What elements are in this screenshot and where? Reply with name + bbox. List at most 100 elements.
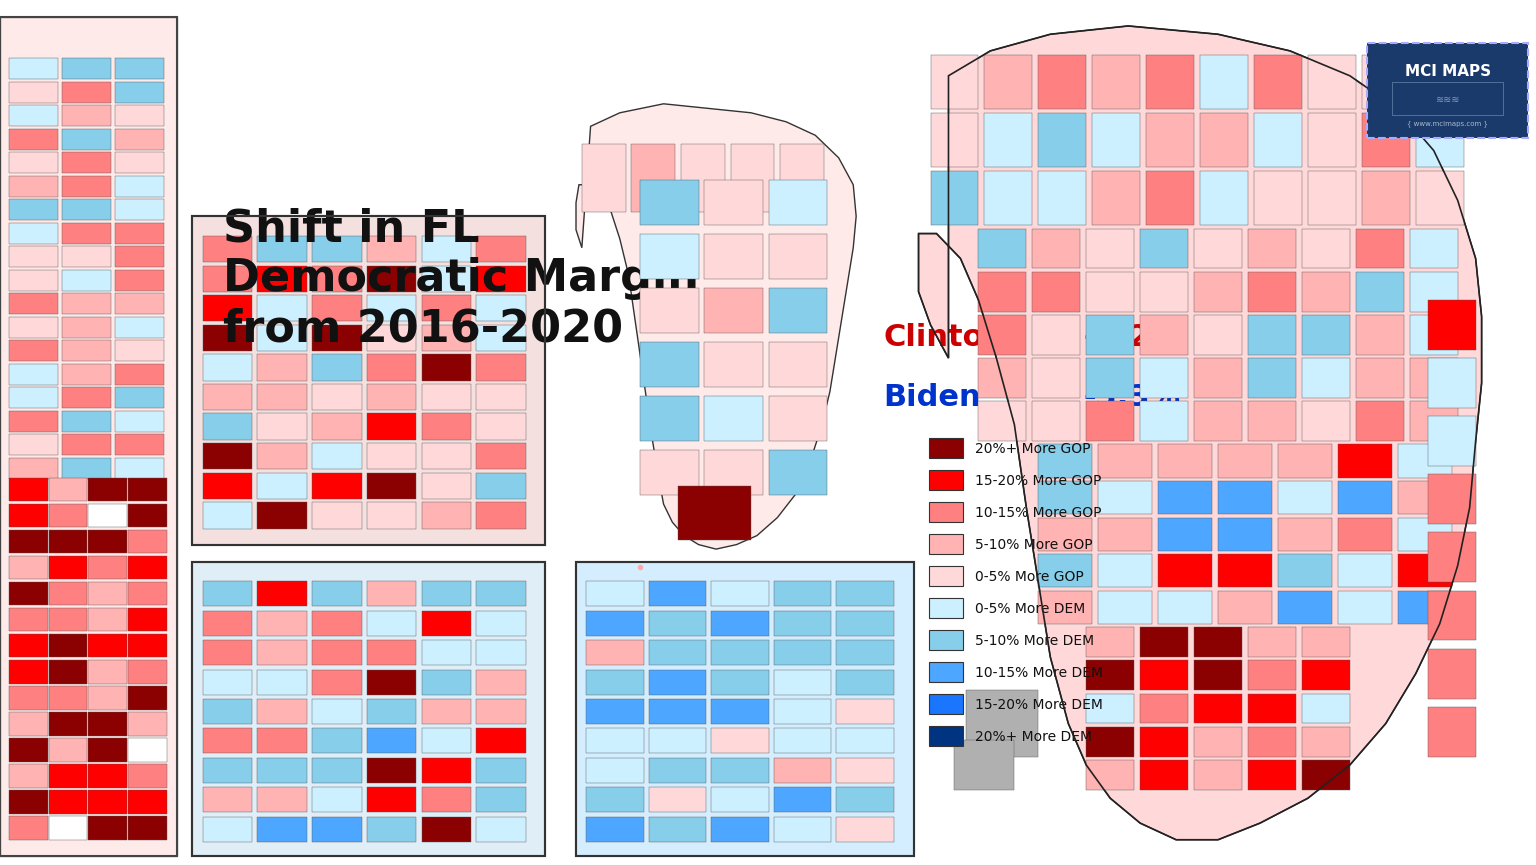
- FancyBboxPatch shape: [774, 581, 831, 606]
- FancyBboxPatch shape: [203, 699, 252, 724]
- FancyBboxPatch shape: [1428, 591, 1476, 640]
- FancyBboxPatch shape: [1158, 591, 1212, 624]
- FancyBboxPatch shape: [61, 59, 111, 80]
- FancyBboxPatch shape: [587, 670, 644, 695]
- Text: -3.3%: -3.3%: [1083, 383, 1180, 413]
- FancyBboxPatch shape: [1038, 554, 1092, 587]
- FancyBboxPatch shape: [1158, 554, 1212, 587]
- FancyBboxPatch shape: [648, 817, 707, 842]
- FancyBboxPatch shape: [312, 670, 361, 695]
- FancyBboxPatch shape: [9, 223, 58, 244]
- FancyBboxPatch shape: [115, 293, 164, 314]
- FancyBboxPatch shape: [367, 670, 416, 695]
- Text: { www.mcimaps.com }: { www.mcimaps.com }: [1407, 120, 1488, 127]
- FancyBboxPatch shape: [1140, 315, 1189, 355]
- FancyBboxPatch shape: [954, 740, 1014, 790]
- FancyBboxPatch shape: [1253, 55, 1303, 109]
- FancyBboxPatch shape: [127, 634, 167, 657]
- FancyBboxPatch shape: [115, 388, 164, 408]
- FancyBboxPatch shape: [774, 640, 831, 665]
- FancyBboxPatch shape: [258, 640, 307, 665]
- FancyBboxPatch shape: [1303, 660, 1350, 690]
- FancyBboxPatch shape: [312, 640, 361, 665]
- FancyBboxPatch shape: [1092, 55, 1140, 109]
- FancyBboxPatch shape: [115, 270, 164, 291]
- FancyBboxPatch shape: [1158, 445, 1212, 477]
- FancyBboxPatch shape: [203, 728, 252, 753]
- FancyBboxPatch shape: [49, 478, 88, 502]
- FancyBboxPatch shape: [127, 660, 167, 683]
- FancyBboxPatch shape: [641, 180, 699, 225]
- FancyBboxPatch shape: [476, 472, 525, 499]
- FancyBboxPatch shape: [1140, 228, 1189, 268]
- FancyBboxPatch shape: [127, 738, 167, 761]
- FancyBboxPatch shape: [312, 443, 361, 470]
- FancyBboxPatch shape: [312, 266, 361, 292]
- FancyBboxPatch shape: [421, 503, 472, 529]
- FancyBboxPatch shape: [1278, 481, 1332, 514]
- FancyBboxPatch shape: [9, 686, 48, 709]
- FancyBboxPatch shape: [476, 384, 525, 410]
- FancyBboxPatch shape: [203, 413, 252, 439]
- FancyBboxPatch shape: [1428, 300, 1476, 349]
- FancyBboxPatch shape: [367, 355, 416, 381]
- FancyBboxPatch shape: [421, 443, 472, 470]
- FancyBboxPatch shape: [49, 790, 88, 814]
- FancyBboxPatch shape: [1398, 591, 1452, 624]
- FancyBboxPatch shape: [258, 236, 307, 262]
- FancyBboxPatch shape: [421, 295, 472, 322]
- FancyBboxPatch shape: [1140, 272, 1189, 311]
- FancyBboxPatch shape: [1032, 315, 1080, 355]
- FancyBboxPatch shape: [1303, 694, 1350, 723]
- FancyBboxPatch shape: [1247, 272, 1296, 311]
- FancyBboxPatch shape: [476, 355, 525, 381]
- FancyBboxPatch shape: [258, 324, 307, 351]
- FancyBboxPatch shape: [367, 384, 416, 410]
- FancyBboxPatch shape: [1367, 43, 1528, 138]
- FancyBboxPatch shape: [679, 486, 751, 540]
- FancyBboxPatch shape: [312, 787, 361, 812]
- FancyBboxPatch shape: [9, 634, 48, 657]
- FancyBboxPatch shape: [89, 478, 127, 502]
- FancyBboxPatch shape: [1356, 401, 1404, 441]
- FancyBboxPatch shape: [705, 180, 763, 225]
- FancyBboxPatch shape: [258, 384, 307, 410]
- FancyBboxPatch shape: [9, 317, 58, 338]
- FancyBboxPatch shape: [49, 634, 88, 657]
- FancyBboxPatch shape: [711, 728, 768, 753]
- FancyBboxPatch shape: [476, 640, 525, 665]
- FancyBboxPatch shape: [115, 129, 164, 150]
- FancyBboxPatch shape: [312, 699, 361, 724]
- FancyBboxPatch shape: [312, 611, 361, 636]
- FancyBboxPatch shape: [1086, 660, 1134, 690]
- FancyBboxPatch shape: [1338, 591, 1392, 624]
- FancyBboxPatch shape: [421, 640, 472, 665]
- FancyBboxPatch shape: [768, 234, 826, 279]
- FancyBboxPatch shape: [312, 324, 361, 351]
- FancyBboxPatch shape: [576, 562, 914, 856]
- FancyBboxPatch shape: [648, 581, 707, 606]
- FancyBboxPatch shape: [1193, 660, 1243, 690]
- FancyBboxPatch shape: [476, 443, 525, 470]
- FancyBboxPatch shape: [258, 699, 307, 724]
- FancyBboxPatch shape: [587, 611, 644, 636]
- FancyBboxPatch shape: [641, 450, 699, 495]
- FancyBboxPatch shape: [1140, 760, 1189, 790]
- FancyBboxPatch shape: [9, 270, 58, 291]
- FancyBboxPatch shape: [1086, 272, 1134, 311]
- FancyBboxPatch shape: [774, 670, 831, 695]
- FancyBboxPatch shape: [1398, 517, 1452, 551]
- FancyBboxPatch shape: [1218, 481, 1272, 514]
- FancyBboxPatch shape: [9, 660, 48, 683]
- FancyBboxPatch shape: [476, 670, 525, 695]
- FancyBboxPatch shape: [9, 129, 58, 150]
- FancyBboxPatch shape: [61, 270, 111, 291]
- FancyBboxPatch shape: [711, 670, 768, 695]
- FancyBboxPatch shape: [1303, 627, 1350, 657]
- FancyBboxPatch shape: [774, 787, 831, 812]
- FancyBboxPatch shape: [648, 640, 707, 665]
- FancyBboxPatch shape: [836, 640, 894, 665]
- FancyBboxPatch shape: [61, 411, 111, 432]
- FancyBboxPatch shape: [587, 699, 644, 724]
- FancyBboxPatch shape: [1086, 315, 1134, 355]
